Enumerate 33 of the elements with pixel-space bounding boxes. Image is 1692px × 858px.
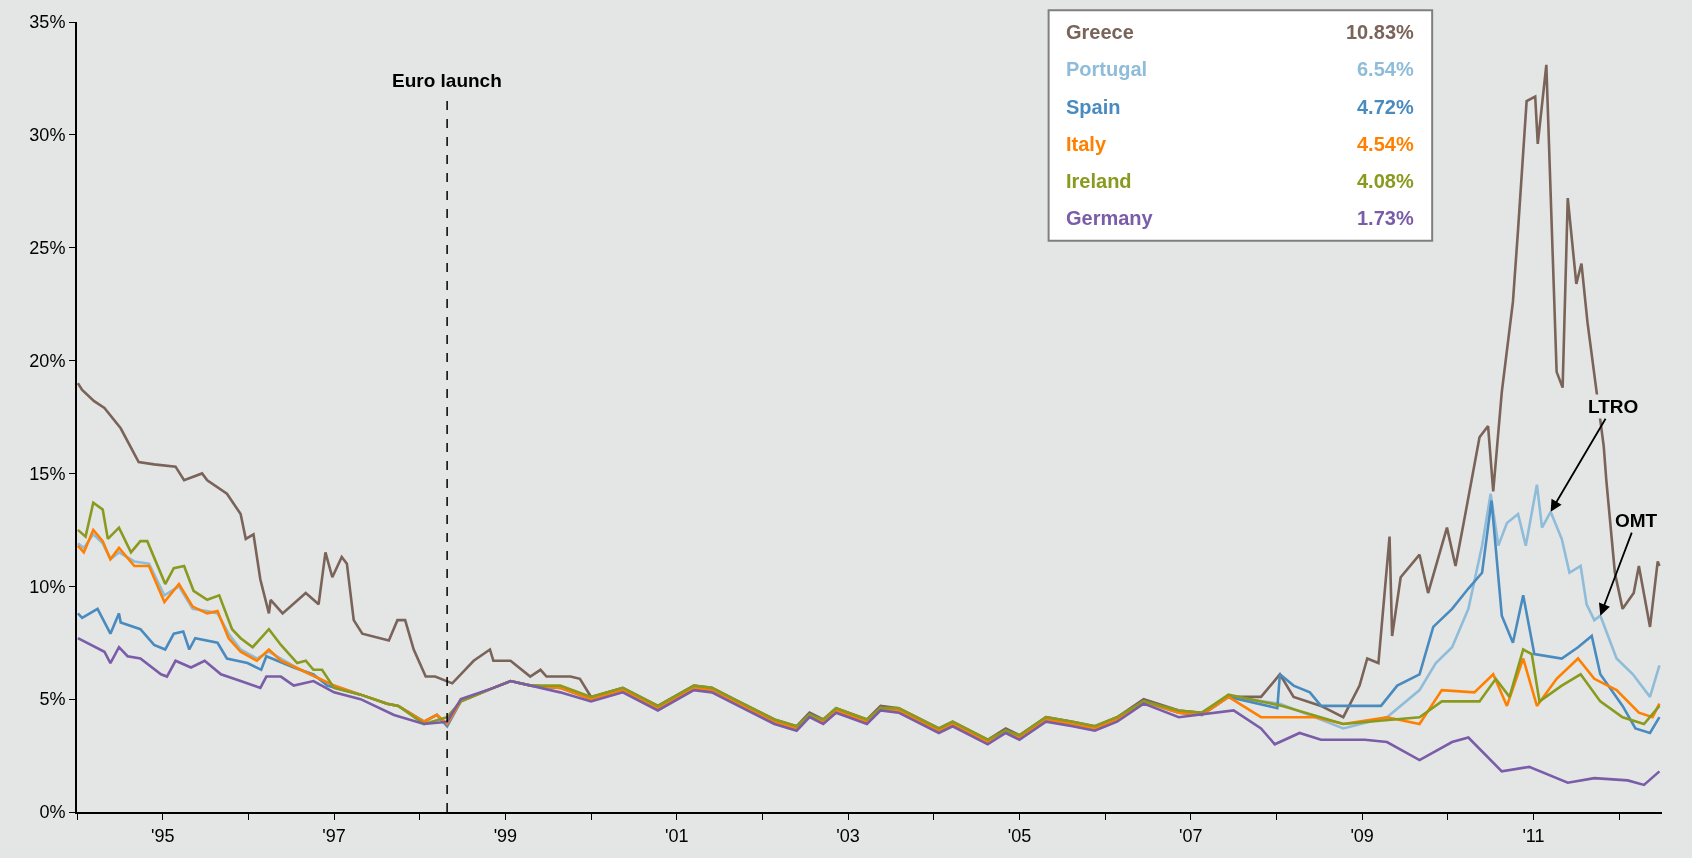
- y-tick-label: 25%: [29, 238, 66, 259]
- annotation: 4.72%: [1357, 96, 1414, 118]
- x-tick-label: '09: [1350, 825, 1374, 846]
- y-tick-label: 35%: [29, 12, 66, 33]
- annotation: OMT: [1615, 510, 1658, 531]
- y-tick-label: 30%: [29, 125, 66, 146]
- text: Spain: [1066, 96, 1121, 118]
- annotation: 10.83%: [1346, 21, 1415, 43]
- x-tick-label: '05: [1007, 825, 1032, 846]
- text: Portugal: [1066, 58, 1148, 80]
- x-tick-label: '11: [1522, 825, 1545, 846]
- annotation: LTRO: [1588, 396, 1639, 417]
- text: Ireland: [1066, 170, 1132, 192]
- x-tick-label: '03: [836, 825, 860, 846]
- y-tick-label: 0%: [39, 802, 66, 823]
- annotation: 1.73%: [1357, 207, 1414, 229]
- annotation: 4.08%: [1357, 170, 1414, 192]
- text: Germany: [1066, 207, 1154, 229]
- annotation: 4.54%: [1357, 133, 1414, 155]
- x-tick-label: '01: [665, 825, 689, 846]
- x-tick-label: '97: [322, 825, 346, 846]
- line-series: [77, 636, 1661, 787]
- annotation: 6.54%: [1357, 58, 1414, 80]
- y-tick-label: 5%: [39, 689, 66, 710]
- y-tick-label: 15%: [29, 463, 66, 484]
- x-tick-label: '95: [150, 825, 175, 846]
- text: Italy: [1066, 133, 1107, 155]
- y-tick-label: 10%: [29, 576, 66, 597]
- ref-line-label: Euro launch: [392, 70, 502, 91]
- x-tick-label: '99: [493, 825, 518, 846]
- text: Greece: [1066, 21, 1134, 43]
- y-tick-label: 20%: [29, 350, 66, 371]
- x-tick-label: '07: [1179, 825, 1203, 846]
